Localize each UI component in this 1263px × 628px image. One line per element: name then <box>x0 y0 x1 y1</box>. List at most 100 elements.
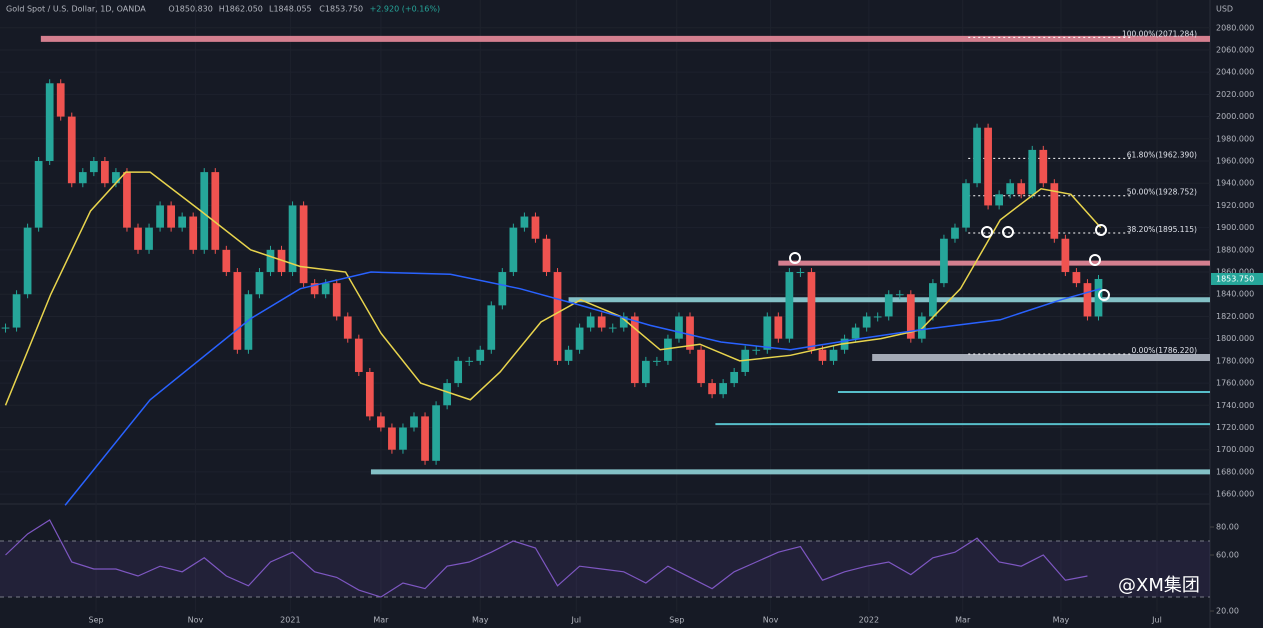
candle <box>686 316 694 350</box>
candle <box>255 272 264 295</box>
candle <box>862 316 871 328</box>
marker-circle <box>1095 224 1107 236</box>
candle <box>1006 183 1015 195</box>
ohlc-value: H1862.050 <box>219 5 263 14</box>
y-tick-label: 1860.000 <box>1216 268 1254 277</box>
candle <box>244 294 253 350</box>
x-tick-label: Nov <box>188 616 204 625</box>
candle <box>354 338 363 372</box>
candle <box>1017 183 1026 195</box>
plot <box>1 35 1210 506</box>
fib-label: 38.20%(1895.115) <box>1127 225 1197 234</box>
y-tick-label: 1720.000 <box>1216 423 1254 432</box>
y-tick-label: 1680.000 <box>1216 467 1254 476</box>
candle <box>299 205 308 284</box>
candle <box>1028 149 1037 195</box>
y-tick-label: 1900.000 <box>1216 223 1254 232</box>
candle <box>575 327 584 350</box>
candle <box>973 127 981 184</box>
candle <box>377 416 385 428</box>
y-tick-label: 1960.000 <box>1216 157 1254 166</box>
watermark: @XM集团 <box>1118 575 1200 596</box>
candle <box>675 316 683 339</box>
candle <box>101 161 109 184</box>
marker-circle <box>1002 226 1014 238</box>
moving-average <box>4 171 1102 406</box>
y-tick-label: 2020.000 <box>1216 90 1254 99</box>
currency: USD <box>1216 5 1233 14</box>
fib-label: 0.00%(1786.220) <box>1132 346 1198 355</box>
candle <box>906 294 915 339</box>
candle <box>498 272 507 306</box>
candle <box>597 316 606 328</box>
x-tick-label: Nov <box>763 616 779 625</box>
price-tag <box>1211 272 1263 285</box>
ohlc-value: O1850.830 <box>168 5 212 14</box>
candle <box>34 161 43 228</box>
candle <box>487 305 496 350</box>
marker-circle <box>1089 254 1101 266</box>
candle <box>520 216 529 228</box>
candle <box>564 349 573 361</box>
rsi-tick-label: 60.00 <box>1216 550 1239 559</box>
candle <box>542 238 551 273</box>
rsi-tick-label: 80.00 <box>1216 522 1239 531</box>
candle <box>410 416 418 428</box>
fib-label: 100.00%(2071.284) <box>1122 29 1197 38</box>
ohlc-value: L1848.055 <box>269 5 312 14</box>
y-tick-label: 1940.000 <box>1216 179 1254 188</box>
symbol-title: Gold Spot / U.S. Dollar, 1D, OANDA <box>6 5 146 14</box>
candle <box>432 405 440 461</box>
y-tick-label: 1780.000 <box>1216 356 1254 365</box>
y-tick-label: 2040.000 <box>1216 68 1254 77</box>
y-tick-label: 1700.000 <box>1216 445 1254 454</box>
ohlc-value: +2.920 (+0.16%) <box>370 5 441 14</box>
candle <box>443 383 451 406</box>
candle <box>343 316 352 339</box>
candle <box>365 371 374 417</box>
candle <box>266 249 275 273</box>
candle <box>388 427 396 450</box>
candle <box>288 205 297 273</box>
candle <box>796 272 805 274</box>
candle <box>641 360 650 384</box>
candle <box>1083 283 1092 317</box>
candle <box>399 427 407 450</box>
candle <box>167 205 175 228</box>
candle <box>951 227 959 239</box>
x-tick-label: Mar <box>955 616 971 625</box>
x-tick-label: May <box>1053 616 1070 625</box>
candle <box>156 205 164 228</box>
candle <box>1 327 10 329</box>
candle <box>608 327 617 329</box>
candle <box>697 349 705 384</box>
candle <box>708 383 716 395</box>
y-tick-label: 1980.000 <box>1216 134 1254 143</box>
candle <box>1094 278 1103 317</box>
y-tick-label: 1760.000 <box>1216 379 1254 388</box>
candle <box>730 371 739 384</box>
candle <box>895 294 904 296</box>
candle <box>465 360 474 362</box>
candle <box>134 227 142 250</box>
candle <box>233 272 242 350</box>
candle <box>1072 272 1081 284</box>
rsi-line <box>5 519 1088 598</box>
x-tick-label: Mar <box>373 616 389 625</box>
candle <box>454 360 463 384</box>
y-tick-label: 1660.000 <box>1216 490 1254 499</box>
candle <box>984 127 992 206</box>
candle <box>222 249 231 273</box>
candle <box>45 83 54 162</box>
candle <box>123 172 131 228</box>
y-tick-label: 2060.000 <box>1216 45 1254 54</box>
price-tag-label: 1853.750 <box>1216 274 1254 283</box>
candle <box>962 183 970 228</box>
candle <box>67 116 76 184</box>
candle <box>940 238 948 284</box>
x-tick-label: May <box>472 616 489 625</box>
candle <box>56 83 65 117</box>
x-tick-label: Jul <box>1151 616 1162 625</box>
candle <box>23 227 32 295</box>
